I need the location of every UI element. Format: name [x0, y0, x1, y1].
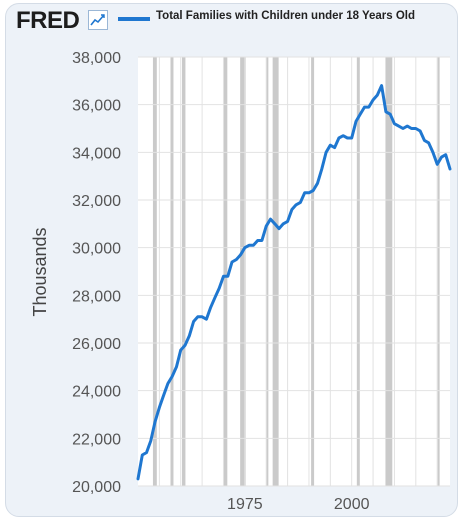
x-axis-ticks: 1975 2000: [227, 496, 370, 513]
recession-band-8: [356, 57, 360, 486]
y-tick-label: 32,000: [72, 193, 121, 210]
line-chart-icon: [88, 10, 108, 30]
recession-band-2: [182, 57, 186, 486]
recession-band-5: [266, 57, 269, 486]
plot-area: [138, 57, 450, 486]
y-tick-label: 24,000: [72, 384, 121, 401]
x-tick-label: 2000: [334, 496, 370, 513]
y-tick-label: 22,000: [72, 431, 121, 448]
recession-band-7: [311, 57, 315, 486]
grid-lines: [138, 56, 450, 487]
series-line-0: [136, 84, 452, 481]
y-tick-label: 36,000: [72, 98, 121, 115]
legend-label: Total Families with Children under 18 Ye…: [156, 10, 416, 22]
recession-band-4: [240, 57, 246, 486]
series-layer: [136, 84, 452, 481]
recession-band-3: [223, 57, 228, 486]
fred-logo[interactable]: FRED: [16, 7, 80, 34]
y-tick-label: 38,000: [72, 50, 121, 67]
y-tick-label: 26,000: [72, 336, 121, 353]
recession-band-10: [437, 57, 440, 486]
legend-swatch: [118, 17, 150, 21]
x-tick-label: 1975: [227, 496, 263, 513]
recession-band-6: [272, 57, 279, 486]
y-tick-label: 34,000: [72, 145, 121, 162]
y-tick-label: 30,000: [72, 241, 121, 258]
y-axis-label: Thousands: [30, 227, 50, 316]
recession-bands: [152, 57, 440, 486]
y-axis-ticks: 20,000 22,000 24,000 26,000 28,000 30,000 32,0…: [72, 50, 121, 496]
y-tick-label: 20,000: [72, 479, 121, 496]
recession-band-1: [170, 57, 174, 486]
y-tick-label: 28,000: [72, 288, 121, 305]
recession-band-9: [385, 57, 393, 486]
recession-band-0: [152, 57, 157, 486]
